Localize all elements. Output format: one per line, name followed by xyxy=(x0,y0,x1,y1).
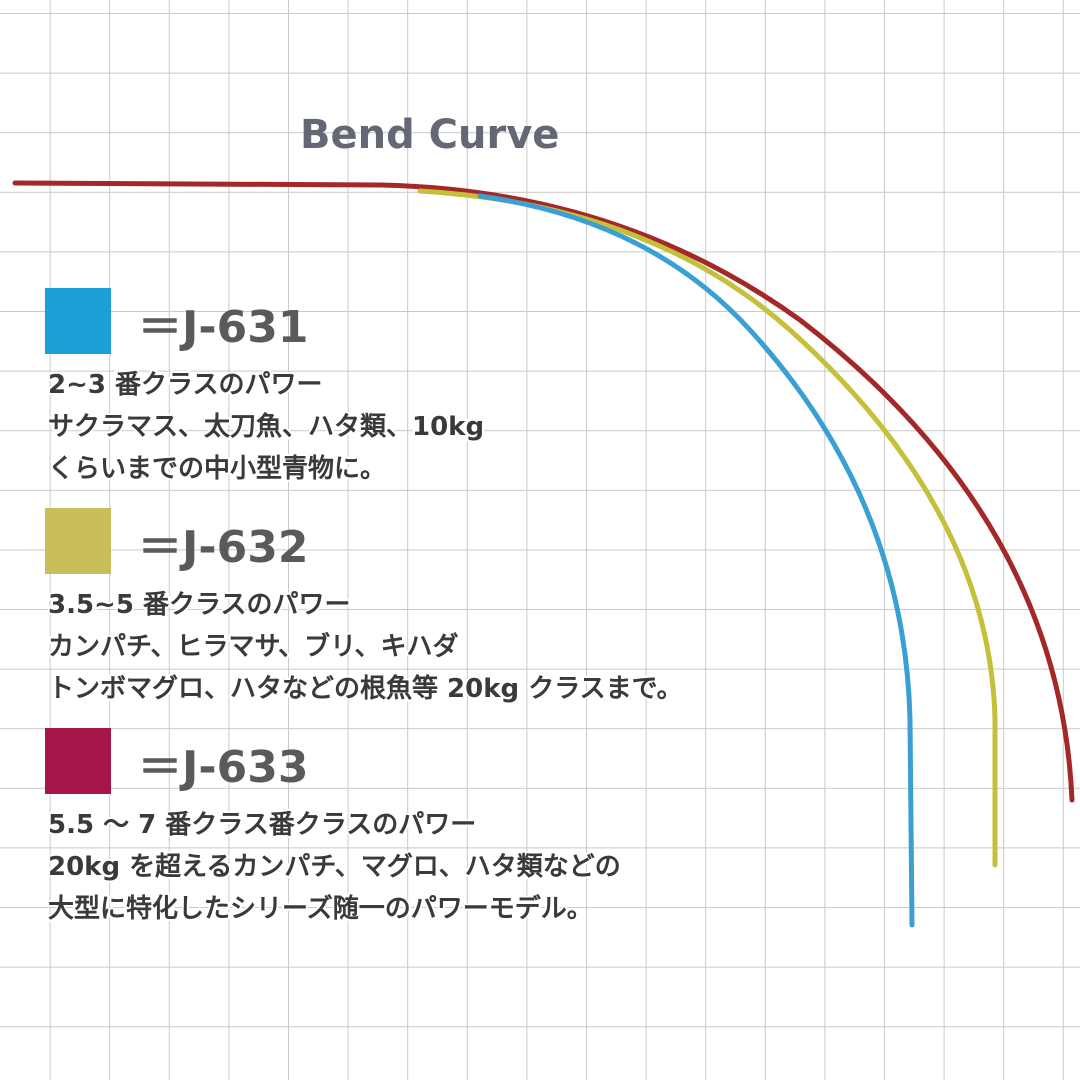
legend-swatch xyxy=(45,288,111,354)
legend-swatch xyxy=(45,728,111,794)
bend-curve xyxy=(12,180,1075,803)
legend-description: 3.5~5 番クラスのパワー xyxy=(48,590,350,620)
legend-description: 2~3 番クラスのパワー xyxy=(48,370,323,400)
legend-label: ＝J-632 xyxy=(138,522,308,573)
legend-description: くらいまでの中小型青物に。 xyxy=(48,454,386,484)
legend-label: ＝J-631 xyxy=(138,302,308,353)
title: Bend Curve xyxy=(300,112,559,158)
legend-description: カンパチ、ヒラマサ、ブリ、キハダ xyxy=(48,631,459,662)
legend-swatch xyxy=(45,508,111,574)
bend-curves xyxy=(12,180,1075,928)
legend-description: 大型に特化したシリーズ随一のパワーモデル。 xyxy=(48,893,593,924)
legend-description: 5.5 ～ 7 番クラス番クラスのパワー xyxy=(48,810,476,840)
legend-description: トンボマグロ、ハタなどの根魚等 20kg クラスまで。 xyxy=(48,673,683,704)
bend-curve xyxy=(477,193,915,928)
legend-label: ＝J-633 xyxy=(138,742,308,793)
legend-description: 20kg を超えるカンパチ、マグロ、ハタ類などの xyxy=(48,852,621,882)
legend-description: サクラマス、太刀魚、ハタ類、10kg xyxy=(48,411,484,442)
